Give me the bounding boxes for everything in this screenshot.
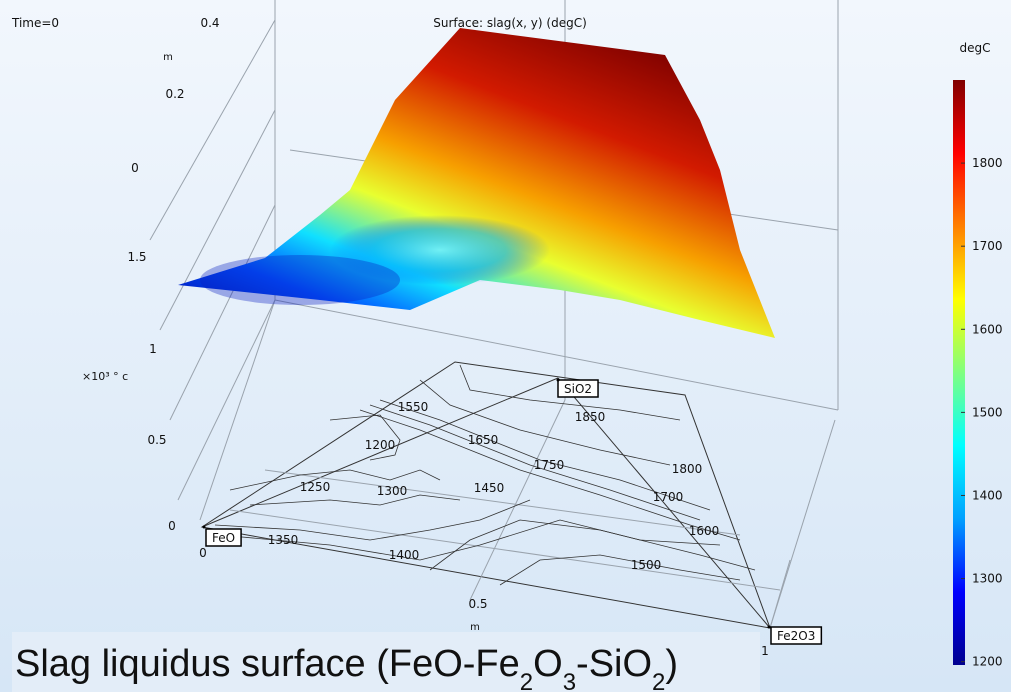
contour-label: 1300 bbox=[377, 484, 408, 498]
caption-subscript: 2 bbox=[520, 669, 533, 692]
x-axis-label: m bbox=[470, 622, 480, 633]
chart-title: Surface: slag(x, y) (degC) bbox=[433, 16, 587, 30]
colorbar-tick-label: 1600 bbox=[972, 322, 1003, 336]
colorbar-label: degC bbox=[960, 41, 991, 55]
z-axis-label: ×10³ ° c bbox=[82, 370, 128, 383]
colorbar bbox=[953, 80, 965, 665]
colorbar-tick-label: 1800 bbox=[972, 156, 1003, 170]
caption-part: ) bbox=[665, 643, 678, 685]
surface bbox=[178, 28, 775, 338]
y-axis-label: m bbox=[163, 52, 173, 63]
colorbar-tick-label: 1400 bbox=[972, 488, 1003, 502]
contour-label: 1850 bbox=[575, 410, 606, 424]
vertex-point bbox=[767, 625, 771, 629]
contour-label: 1400 bbox=[389, 548, 420, 562]
vertex-label: SiO2 bbox=[564, 382, 592, 396]
caption-background bbox=[12, 632, 760, 692]
contour-label: 1700 bbox=[653, 490, 684, 504]
time-label: Time=0 bbox=[11, 16, 59, 30]
contour-label: 1600 bbox=[689, 524, 720, 538]
caption: Slag liquidus surface (FeO-Fe2O3-SiO2) bbox=[15, 643, 678, 692]
y-tick-label: 0 bbox=[131, 161, 139, 175]
contour-label: 1500 bbox=[631, 558, 662, 572]
z-tick-label: 0 bbox=[168, 519, 176, 533]
vertex-point bbox=[556, 378, 560, 382]
caption-subscript: 3 bbox=[563, 669, 576, 692]
caption-part: Slag liquidus surface (FeO-Fe bbox=[15, 643, 520, 685]
contour-label: 1350 bbox=[268, 533, 299, 547]
vertex-box bbox=[770, 626, 823, 645]
vertex-label: FeO bbox=[212, 531, 235, 545]
colorbar-tick-label: 1200 bbox=[972, 655, 1003, 669]
base-plane bbox=[200, 361, 781, 629]
vertex-box bbox=[205, 528, 242, 547]
z-tick-label: 1.5 bbox=[127, 250, 146, 264]
x-tick-label: 0 bbox=[199, 546, 207, 560]
contour-label: 1450 bbox=[474, 481, 505, 495]
contour-label: 1650 bbox=[468, 433, 499, 447]
vertex-label: Fe2O3 bbox=[777, 629, 815, 643]
colorbar-tick-label: 1700 bbox=[972, 239, 1003, 253]
contour-label: 1200 bbox=[365, 438, 396, 452]
vertex-point bbox=[202, 525, 206, 529]
z-tick-label: 1 bbox=[149, 342, 157, 356]
caption-part: O bbox=[533, 643, 563, 685]
y-tick-label: 0.4 bbox=[200, 16, 219, 30]
colorbar-tick-label: 1300 bbox=[972, 572, 1003, 586]
contour-label: 1250 bbox=[300, 480, 331, 494]
z-tick-label: 0.5 bbox=[147, 433, 166, 447]
y-tick-label: 0.2 bbox=[165, 87, 184, 101]
colorbar-tick-label: 1500 bbox=[972, 405, 1003, 419]
contour-label: 1800 bbox=[672, 462, 703, 476]
contour-label: 1550 bbox=[398, 400, 429, 414]
x-tick-label: 0.5 bbox=[468, 597, 487, 611]
contour-label: 1750 bbox=[534, 458, 565, 472]
caption-subscript: 2 bbox=[652, 669, 665, 692]
x-tick-label: 1 bbox=[761, 644, 769, 658]
caption-part: -SiO bbox=[576, 643, 652, 685]
vertex-box bbox=[557, 379, 599, 398]
